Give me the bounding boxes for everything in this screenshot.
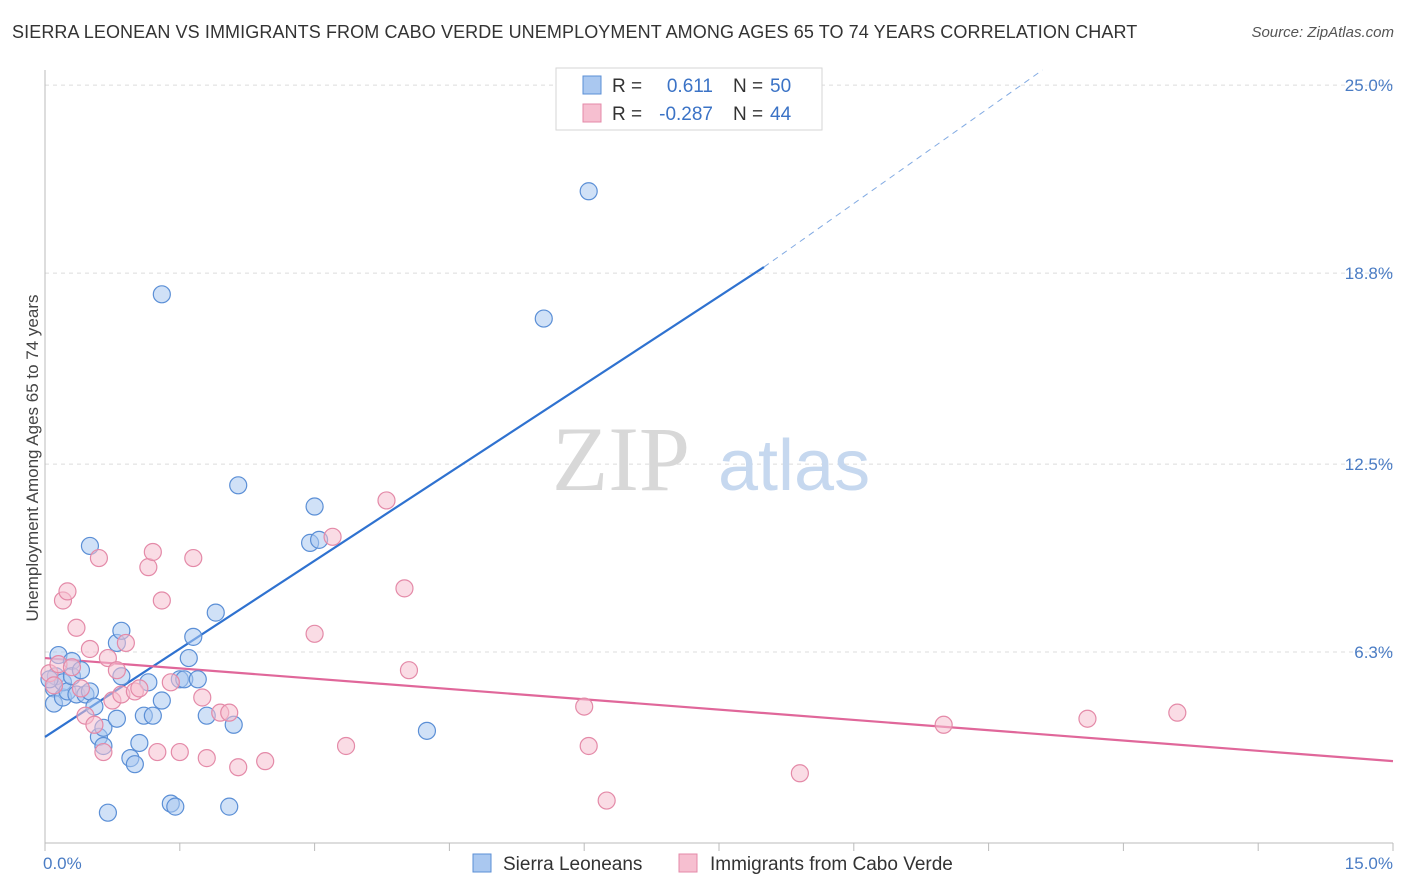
data-point-cabo-verde (94, 742, 113, 762)
trend-line-cabo-verde (44, 656, 1394, 763)
data-point-cabo-verde (197, 749, 216, 768)
data-point-cabo-verde (170, 742, 189, 762)
data-point-sierra-leonean (130, 733, 149, 753)
trend-line-sierra-leoneans-extension (763, 69, 1043, 268)
data-point-cabo-verde (116, 633, 135, 653)
data-point-cabo-verde (193, 688, 212, 707)
data-point-cabo-verde (323, 527, 342, 546)
series-sierra-leoneans-points (40, 182, 598, 822)
watermark-zip: ZIP (552, 408, 690, 510)
data-point-cabo-verde (148, 742, 167, 762)
trend-lines (44, 69, 1394, 763)
data-point-cabo-verde (395, 579, 414, 598)
bottom-legend: Sierra Leoneans Immigrants from Cabo Ver… (472, 853, 953, 875)
data-point-sierra-leonean (125, 755, 144, 774)
data-point-cabo-verde (256, 752, 275, 771)
legend-r-value-2: -0.287 (659, 104, 713, 125)
data-point-cabo-verde (336, 736, 356, 756)
trend-line-sierra-leoneans (44, 266, 765, 738)
data-point-cabo-verde (130, 679, 149, 698)
legend-r-label-1: R = (612, 76, 642, 97)
data-point-sierra-leonean (179, 648, 198, 668)
data-point-cabo-verde (399, 661, 419, 680)
data-point-cabo-verde (67, 618, 86, 637)
data-point-cabo-verde (790, 764, 809, 783)
data-point-sierra-leonean (184, 627, 203, 646)
data-point-sierra-leonean (152, 285, 171, 304)
data-point-cabo-verde (377, 491, 396, 510)
data-point-sierra-leonean (80, 536, 100, 556)
data-point-cabo-verde (184, 548, 203, 568)
data-point-sierra-leonean (166, 797, 185, 816)
legend-r-label-2: R = (612, 104, 642, 125)
data-point-sierra-leonean (579, 182, 598, 201)
data-point-cabo-verde (107, 661, 126, 680)
data-point-sierra-leonean (534, 309, 553, 328)
legend-n-value-1: 50 (770, 76, 791, 97)
bottom-legend-label-blue: Sierra Leoneans (503, 854, 642, 875)
data-point-cabo-verde (98, 648, 118, 668)
watermark: ZIP atlas (552, 408, 870, 510)
y-tick-label: 25.0% (1345, 76, 1393, 95)
data-point-sierra-leonean (229, 476, 248, 495)
bottom-legend-swatch-pink (678, 853, 698, 873)
y-tick-label: 18.8% (1345, 264, 1393, 283)
series-cabo-verde-points (40, 491, 1187, 810)
legend-r-value-1: 0.611 (667, 76, 713, 97)
data-point-cabo-verde (152, 591, 171, 610)
data-point-sierra-leonean (143, 706, 162, 725)
data-point-cabo-verde (80, 639, 100, 659)
y-tick-labels: 6.3% 12.5% 18.8% 25.0% (1345, 76, 1393, 662)
data-point-sierra-leonean (188, 670, 207, 689)
source-note: Source: ZipAtlas.com (1251, 24, 1394, 41)
data-point-cabo-verde (143, 542, 162, 562)
data-point-cabo-verde (58, 582, 77, 601)
legend-n-label-1: N = (733, 76, 763, 97)
axes (44, 70, 1394, 851)
y-tick-label: 12.5% (1345, 455, 1393, 474)
data-point-cabo-verde (85, 715, 104, 734)
bottom-legend-label-pink: Immigrants from Cabo Verde (710, 854, 953, 875)
data-point-cabo-verde (579, 736, 598, 756)
data-point-cabo-verde (62, 658, 82, 677)
data-point-cabo-verde (161, 673, 180, 692)
data-point-cabo-verde (220, 703, 239, 722)
x-tick-label-max: 15.0% (1345, 854, 1393, 873)
legend-n-value-2: 44 (770, 104, 792, 125)
data-point-cabo-verde (139, 558, 158, 577)
data-point-sierra-leonean (417, 721, 437, 740)
legend-box: R = 0.611 N = 50 R = -0.287 N = 44 (555, 67, 823, 131)
data-point-cabo-verde (597, 791, 616, 810)
data-point-cabo-verde (1168, 703, 1187, 722)
y-tick-label: 6.3% (1354, 643, 1393, 662)
data-point-sierra-leonean (206, 603, 225, 622)
data-point-sierra-leonean (305, 497, 324, 516)
chart-title: SIERRA LEONEAN VS IMMIGRANTS FROM CABO V… (12, 22, 1138, 42)
data-point-cabo-verde (71, 679, 91, 698)
legend-swatch-blue (582, 75, 602, 95)
grid-lines (45, 84, 1393, 653)
data-point-sierra-leonean (98, 803, 118, 822)
watermark-atlas: atlas (718, 426, 870, 506)
data-point-cabo-verde (229, 758, 248, 777)
legend-n-label-2: N = (733, 104, 763, 125)
data-point-sierra-leonean (152, 691, 171, 710)
data-point-cabo-verde (934, 715, 953, 734)
legend-swatch-pink (582, 103, 602, 123)
data-point-cabo-verde (1078, 709, 1097, 728)
data-point-sierra-leonean (220, 797, 239, 816)
data-point-cabo-verde (305, 624, 324, 643)
data-point-cabo-verde (44, 676, 64, 695)
x-tick-label-min: 0.0% (43, 854, 82, 873)
data-point-cabo-verde (575, 697, 594, 716)
y-axis-label: Unemployment Among Ages 65 to 74 years (23, 295, 42, 622)
bottom-legend-swatch-blue (472, 853, 492, 873)
data-point-sierra-leonean (107, 709, 126, 728)
data-point-cabo-verde (89, 548, 109, 568)
